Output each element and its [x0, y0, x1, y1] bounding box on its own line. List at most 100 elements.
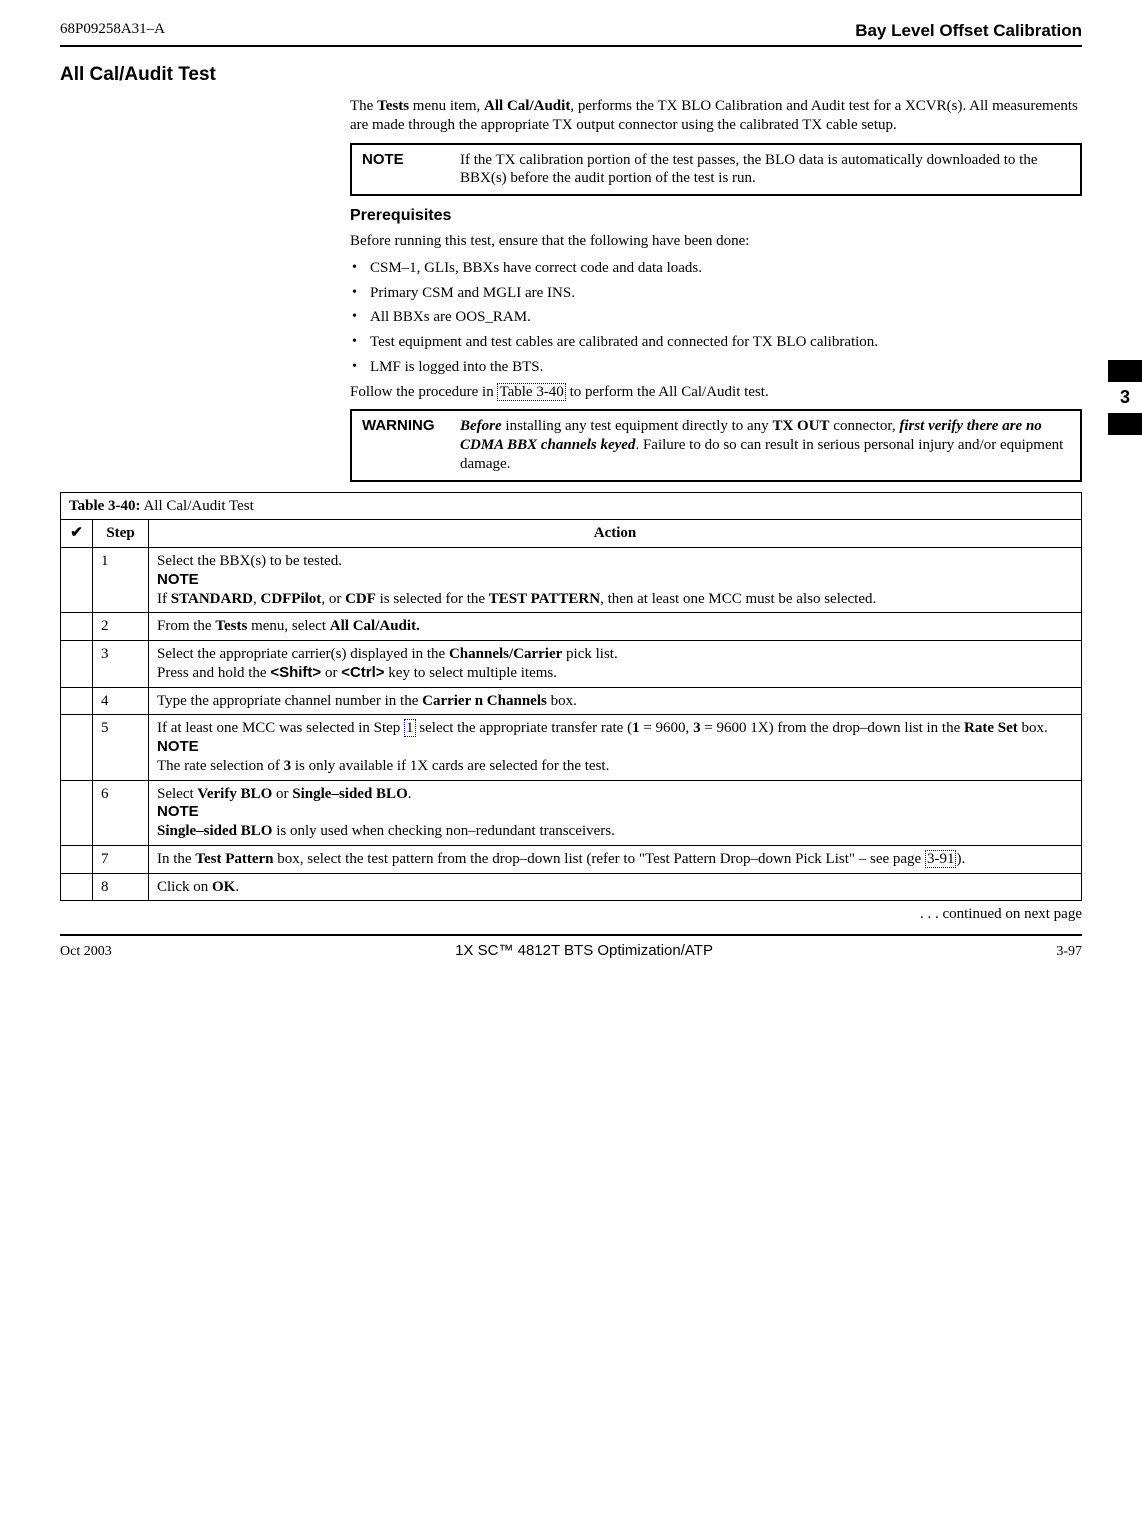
table-title-row: Table 3-40: All Cal/Audit Test	[61, 492, 1082, 520]
step-cell: 3	[93, 641, 149, 688]
text: ).	[956, 851, 965, 867]
text: , then at least one MCC must be also sel…	[600, 591, 876, 607]
check-cell	[61, 613, 93, 641]
prereq-lead: Before running this test, ensure that th…	[350, 232, 1082, 251]
page-footer: Oct 2003 1X SC™ 4812T BTS Optimization/A…	[60, 936, 1082, 961]
action-cell: Click on OK.	[149, 873, 1082, 901]
text: STANDARD	[171, 591, 253, 607]
text: Tests	[215, 618, 247, 634]
text: Type the appropriate channel number in t…	[157, 693, 422, 709]
action-cell: Select Verify BLO or Single–sided BLO. N…	[149, 780, 1082, 845]
text: Rate Set	[964, 720, 1018, 736]
text: pick list.	[562, 646, 617, 662]
list-item: Primary CSM and MGLI are INS.	[350, 284, 1082, 303]
tab-bar-top	[1108, 360, 1142, 382]
action-cell: If at least one MCC was selected in Step…	[149, 715, 1082, 780]
table-title: Table 3-40: All Cal/Audit Test	[61, 492, 1082, 520]
text: key to select multiple items.	[385, 665, 557, 681]
list-item: LMF is logged into the BTS.	[350, 358, 1082, 377]
text: TX OUT	[772, 418, 829, 434]
check-cell	[61, 780, 93, 845]
intro-paragraph: The Tests menu item, All Cal/Audit, perf…	[350, 97, 1082, 135]
step-cell: 1	[93, 548, 149, 613]
text: CDFPilot	[260, 591, 321, 607]
text: Select the appropriate carrier(s) displa…	[157, 645, 1073, 664]
intro-block: The Tests menu item, All Cal/Audit, perf…	[350, 97, 1082, 482]
warning-body: Before installing any test equipment dir…	[460, 417, 1070, 473]
note-label: NOTE	[362, 151, 442, 189]
text: is only available if 1X cards are select…	[291, 758, 609, 774]
text: Single–sided BLO	[157, 823, 272, 839]
text: .	[235, 879, 239, 895]
text: = 9600,	[640, 720, 693, 736]
table-row: 1 Select the BBX(s) to be tested. NOTE I…	[61, 548, 1082, 613]
text: If at least one MCC was selected in Step…	[157, 719, 1073, 738]
table-row: 2 From the Tests menu, select All Cal/Au…	[61, 613, 1082, 641]
table-row: 3 Select the appropriate carrier(s) disp…	[61, 641, 1082, 688]
col-action: Action	[149, 520, 1082, 548]
menu-item: All Cal/Audit	[484, 98, 570, 114]
check-cell	[61, 715, 93, 780]
step-cell: 2	[93, 613, 149, 641]
table-header-row: ✔ Step Action	[61, 520, 1082, 548]
text: installing any test equipment directly t…	[502, 418, 773, 434]
step-ref-link[interactable]: 1	[404, 719, 416, 737]
warning-callout: WARNING Before installing any test equip…	[350, 409, 1082, 481]
text: Test Pattern	[195, 851, 273, 867]
text: Before	[460, 418, 502, 434]
step-cell: 4	[93, 687, 149, 715]
prereq-list: CSM–1, GLIs, BBXs have correct code and …	[350, 259, 1082, 377]
text: Single–sided BLO is only used when check…	[157, 822, 1073, 841]
footer-doc-title: 1X SC™ 4812T BTS Optimization/ATP	[455, 942, 713, 961]
key-name: <Shift>	[270, 664, 321, 681]
text: 3	[693, 720, 701, 736]
text: , or	[321, 591, 345, 607]
warning-label: WARNING	[362, 417, 442, 473]
text: Click on	[157, 879, 212, 895]
text: The rate selection of 3 is only availabl…	[157, 757, 1073, 776]
procedure-table: Table 3-40: All Cal/Audit Test ✔ Step Ac…	[60, 492, 1082, 902]
table-ref-link[interactable]: Table 3-40	[497, 383, 565, 401]
key-name: <Ctrl>	[341, 664, 384, 681]
list-item: All BBXs are OOS_RAM.	[350, 308, 1082, 327]
step-cell: 8	[93, 873, 149, 901]
text: The rate selection of	[157, 758, 284, 774]
step-cell: 5	[93, 715, 149, 780]
text: The	[350, 98, 377, 114]
text: 1	[632, 720, 640, 736]
list-item: CSM–1, GLIs, BBXs have correct code and …	[350, 259, 1082, 278]
text: TEST PATTERN	[489, 591, 600, 607]
step-cell: 6	[93, 780, 149, 845]
tab-bar-bottom	[1108, 413, 1142, 435]
footer-page-number: 3-97	[1056, 943, 1082, 961]
text: box.	[547, 693, 577, 709]
text: menu, select	[247, 618, 329, 634]
text: Follow the procedure in	[350, 384, 497, 400]
text: If	[157, 591, 171, 607]
text: .	[408, 786, 412, 802]
step-cell: 7	[93, 845, 149, 873]
text: Carrier n Channels	[422, 693, 547, 709]
doc-id: 68P09258A31–A	[60, 20, 165, 41]
text: 3	[284, 758, 292, 774]
action-cell: Select the BBX(s) to be tested. NOTE If …	[149, 548, 1082, 613]
text: Verify BLO	[197, 786, 272, 802]
text: connector,	[830, 418, 900, 434]
note-callout: NOTE If the TX calibration portion of th…	[350, 143, 1082, 197]
text: menu item,	[409, 98, 484, 114]
table-row: 5 If at least one MCC was selected in St…	[61, 715, 1082, 780]
note-label: NOTE	[157, 571, 1073, 590]
text: to perform the All Cal/Audit test.	[566, 384, 769, 400]
text: or	[272, 786, 292, 802]
note-body: If the TX calibration portion of the tes…	[460, 151, 1070, 189]
table-number: Table 3-40:	[69, 498, 141, 514]
prereq-tail: Follow the procedure in Table 3-40 to pe…	[350, 383, 1082, 402]
text: Select	[157, 786, 197, 802]
text: Select Verify BLO or Single–sided BLO.	[157, 785, 1073, 804]
text: If at least one MCC was selected in Step	[157, 720, 404, 736]
text: Press and hold the <Shift> or <Ctrl> key…	[157, 664, 1073, 683]
page-ref-link[interactable]: 3-91	[925, 850, 957, 868]
action-cell: Select the appropriate carrier(s) displa…	[149, 641, 1082, 688]
text: select the appropriate transfer rate (	[416, 720, 633, 736]
menu-name: Tests	[377, 98, 409, 114]
